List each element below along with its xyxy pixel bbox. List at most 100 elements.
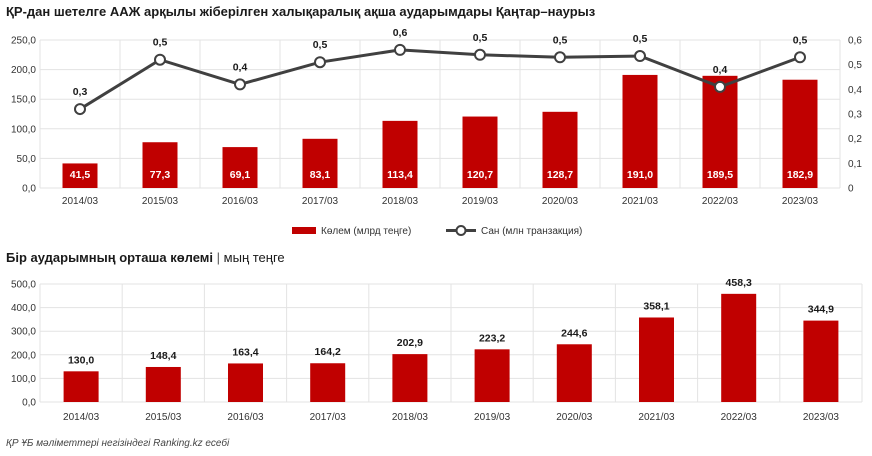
x-tick-label: 2023/03 <box>782 196 819 207</box>
y-tick-label: 50,0 <box>17 154 37 165</box>
count-label: 0,5 <box>473 32 488 44</box>
average-bar-label: 223,2 <box>479 332 505 344</box>
average-bar-label: 358,1 <box>643 300 669 312</box>
volume-bar-label: 113,4 <box>387 169 413 181</box>
count-label: 0,5 <box>313 39 328 51</box>
x-tick-label: 2021/03 <box>622 196 659 207</box>
average-bar-label: 148,4 <box>150 350 176 362</box>
count-marker <box>794 51 806 64</box>
volume-bar-label: 189,5 <box>707 169 733 181</box>
average-bar-label: 244,6 <box>561 327 587 339</box>
count-label: 0,5 <box>153 37 168 49</box>
volume-bar <box>702 75 738 188</box>
x-tick-label: 2015/03 <box>145 412 182 423</box>
average-bar <box>63 371 99 402</box>
x-tick-label: 2018/03 <box>382 196 419 207</box>
y2-tick-label: 0,4 <box>848 85 862 96</box>
y-tick-label: 200,0 <box>11 65 36 76</box>
y2-tick-label: 0,5 <box>848 60 862 71</box>
volume-bar <box>382 120 418 188</box>
count-marker <box>474 48 486 61</box>
average-bar-label: 163,4 <box>232 346 258 358</box>
y2-tick-label: 0,1 <box>848 159 862 170</box>
volume-bar <box>462 116 498 188</box>
legend-line-marker <box>455 225 467 236</box>
x-tick-label: 2016/03 <box>227 412 264 423</box>
y-tick-label: 0,0 <box>22 184 36 195</box>
x-tick-label: 2018/03 <box>392 412 429 423</box>
count-label: 0,3 <box>73 86 88 98</box>
average-bar <box>392 354 428 402</box>
volume-bar <box>542 111 578 188</box>
x-tick-label: 2017/03 <box>310 412 347 423</box>
volume-bar <box>142 142 178 188</box>
count-marker <box>154 53 166 66</box>
y-tick-label: 200,0 <box>11 350 36 361</box>
volume-bar-label: 77,3 <box>150 169 171 181</box>
y2-tick-label: 0,6 <box>848 36 862 47</box>
x-tick-label: 2014/03 <box>62 196 99 207</box>
average-bar-label: 130,0 <box>68 354 94 366</box>
x-tick-label: 2017/03 <box>302 196 339 207</box>
combo-chart: 0,0 50,0 100,0 150,0 200,0 250,0 0 0,1 0,2 0,3 0,4… <box>11 27 862 237</box>
count-label: 0,6 <box>393 27 408 39</box>
count-label: 0,5 <box>793 34 808 46</box>
x-tick-label: 2015/03 <box>142 196 179 207</box>
volume-bar <box>782 79 818 188</box>
x-tick-label: 2021/03 <box>638 412 675 423</box>
y-tick-label: 500,0 <box>11 280 36 291</box>
average-bar <box>721 293 757 402</box>
y-tick-label: 100,0 <box>11 374 36 385</box>
volume-bar <box>62 163 98 188</box>
x-tick-label: 2020/03 <box>542 196 579 207</box>
legend-bar-label: Көлем (млрд теңге) <box>321 226 411 237</box>
average-bar <box>145 366 181 402</box>
average-bar <box>310 363 346 402</box>
count-line <box>79 48 801 111</box>
volume-bar <box>622 74 658 188</box>
average-bar-label: 458,3 <box>726 277 752 289</box>
source-footer: ҚР ҰБ мәліметтері негізіндегі Ranking.kz… <box>6 438 230 449</box>
volume-bar-label: 83,1 <box>310 169 331 181</box>
count-marker <box>394 43 406 56</box>
chart2-subtitle: мың теңге <box>223 250 285 265</box>
volume-bar-label: 41,5 <box>70 169 91 181</box>
count-label: 0,4 <box>233 61 248 73</box>
average-bar <box>228 363 263 402</box>
y-tick-label: 300,0 <box>11 327 36 338</box>
volume-bar-label: 120,7 <box>467 169 493 181</box>
volume-bar-label: 69,1 <box>230 169 251 181</box>
volume-bar-label: 128,7 <box>547 169 573 181</box>
y2-tick-label: 0,3 <box>848 110 862 121</box>
chart1-title: ҚР-дан шетелге ААЖ арқылы жіберілген хал… <box>6 4 596 19</box>
chart2-title: Бір аударымның орташа көлемі <box>6 250 214 265</box>
x-tick-label: 2020/03 <box>556 412 593 423</box>
average-bar-label: 344,9 <box>808 304 834 316</box>
average-bar <box>639 317 674 402</box>
y2-tick-label: 0 <box>848 184 854 195</box>
x-tick-label: 2019/03 <box>474 412 511 423</box>
average-bar <box>474 349 510 402</box>
count-marker <box>714 80 726 93</box>
y-tick-label: 250,0 <box>11 36 36 47</box>
count-label: 0,4 <box>713 64 728 76</box>
x-tick-label: 2022/03 <box>721 412 758 423</box>
x-tick-label: 2019/03 <box>462 196 499 207</box>
count-marker <box>554 51 566 64</box>
x-tick-label: 2014/03 <box>63 412 100 423</box>
y-tick-label: 0,0 <box>22 398 36 409</box>
x-tick-label: 2022/03 <box>702 196 739 207</box>
legend-line-label: Сан (млн транзакция) <box>481 226 582 237</box>
volume-bar-label: 191,0 <box>627 169 653 181</box>
average-bar <box>556 344 592 402</box>
count-label: 0,5 <box>553 34 568 46</box>
title-separator: | <box>216 250 221 265</box>
count-marker <box>74 103 86 116</box>
x-tick-label: 2023/03 <box>803 412 840 423</box>
average-bar <box>803 320 839 402</box>
y-tick-label: 100,0 <box>11 124 36 135</box>
x-tick-label: 2016/03 <box>222 196 259 207</box>
average-bar-chart: 0,0 100,0 200,0 300,0 400,0 500,0 130,0 2014/03… <box>11 277 863 423</box>
chart2-title-row: Бір аударымның орташа көлемі | мың теңге <box>6 250 285 265</box>
volume-bar-label: 182,9 <box>787 169 813 181</box>
